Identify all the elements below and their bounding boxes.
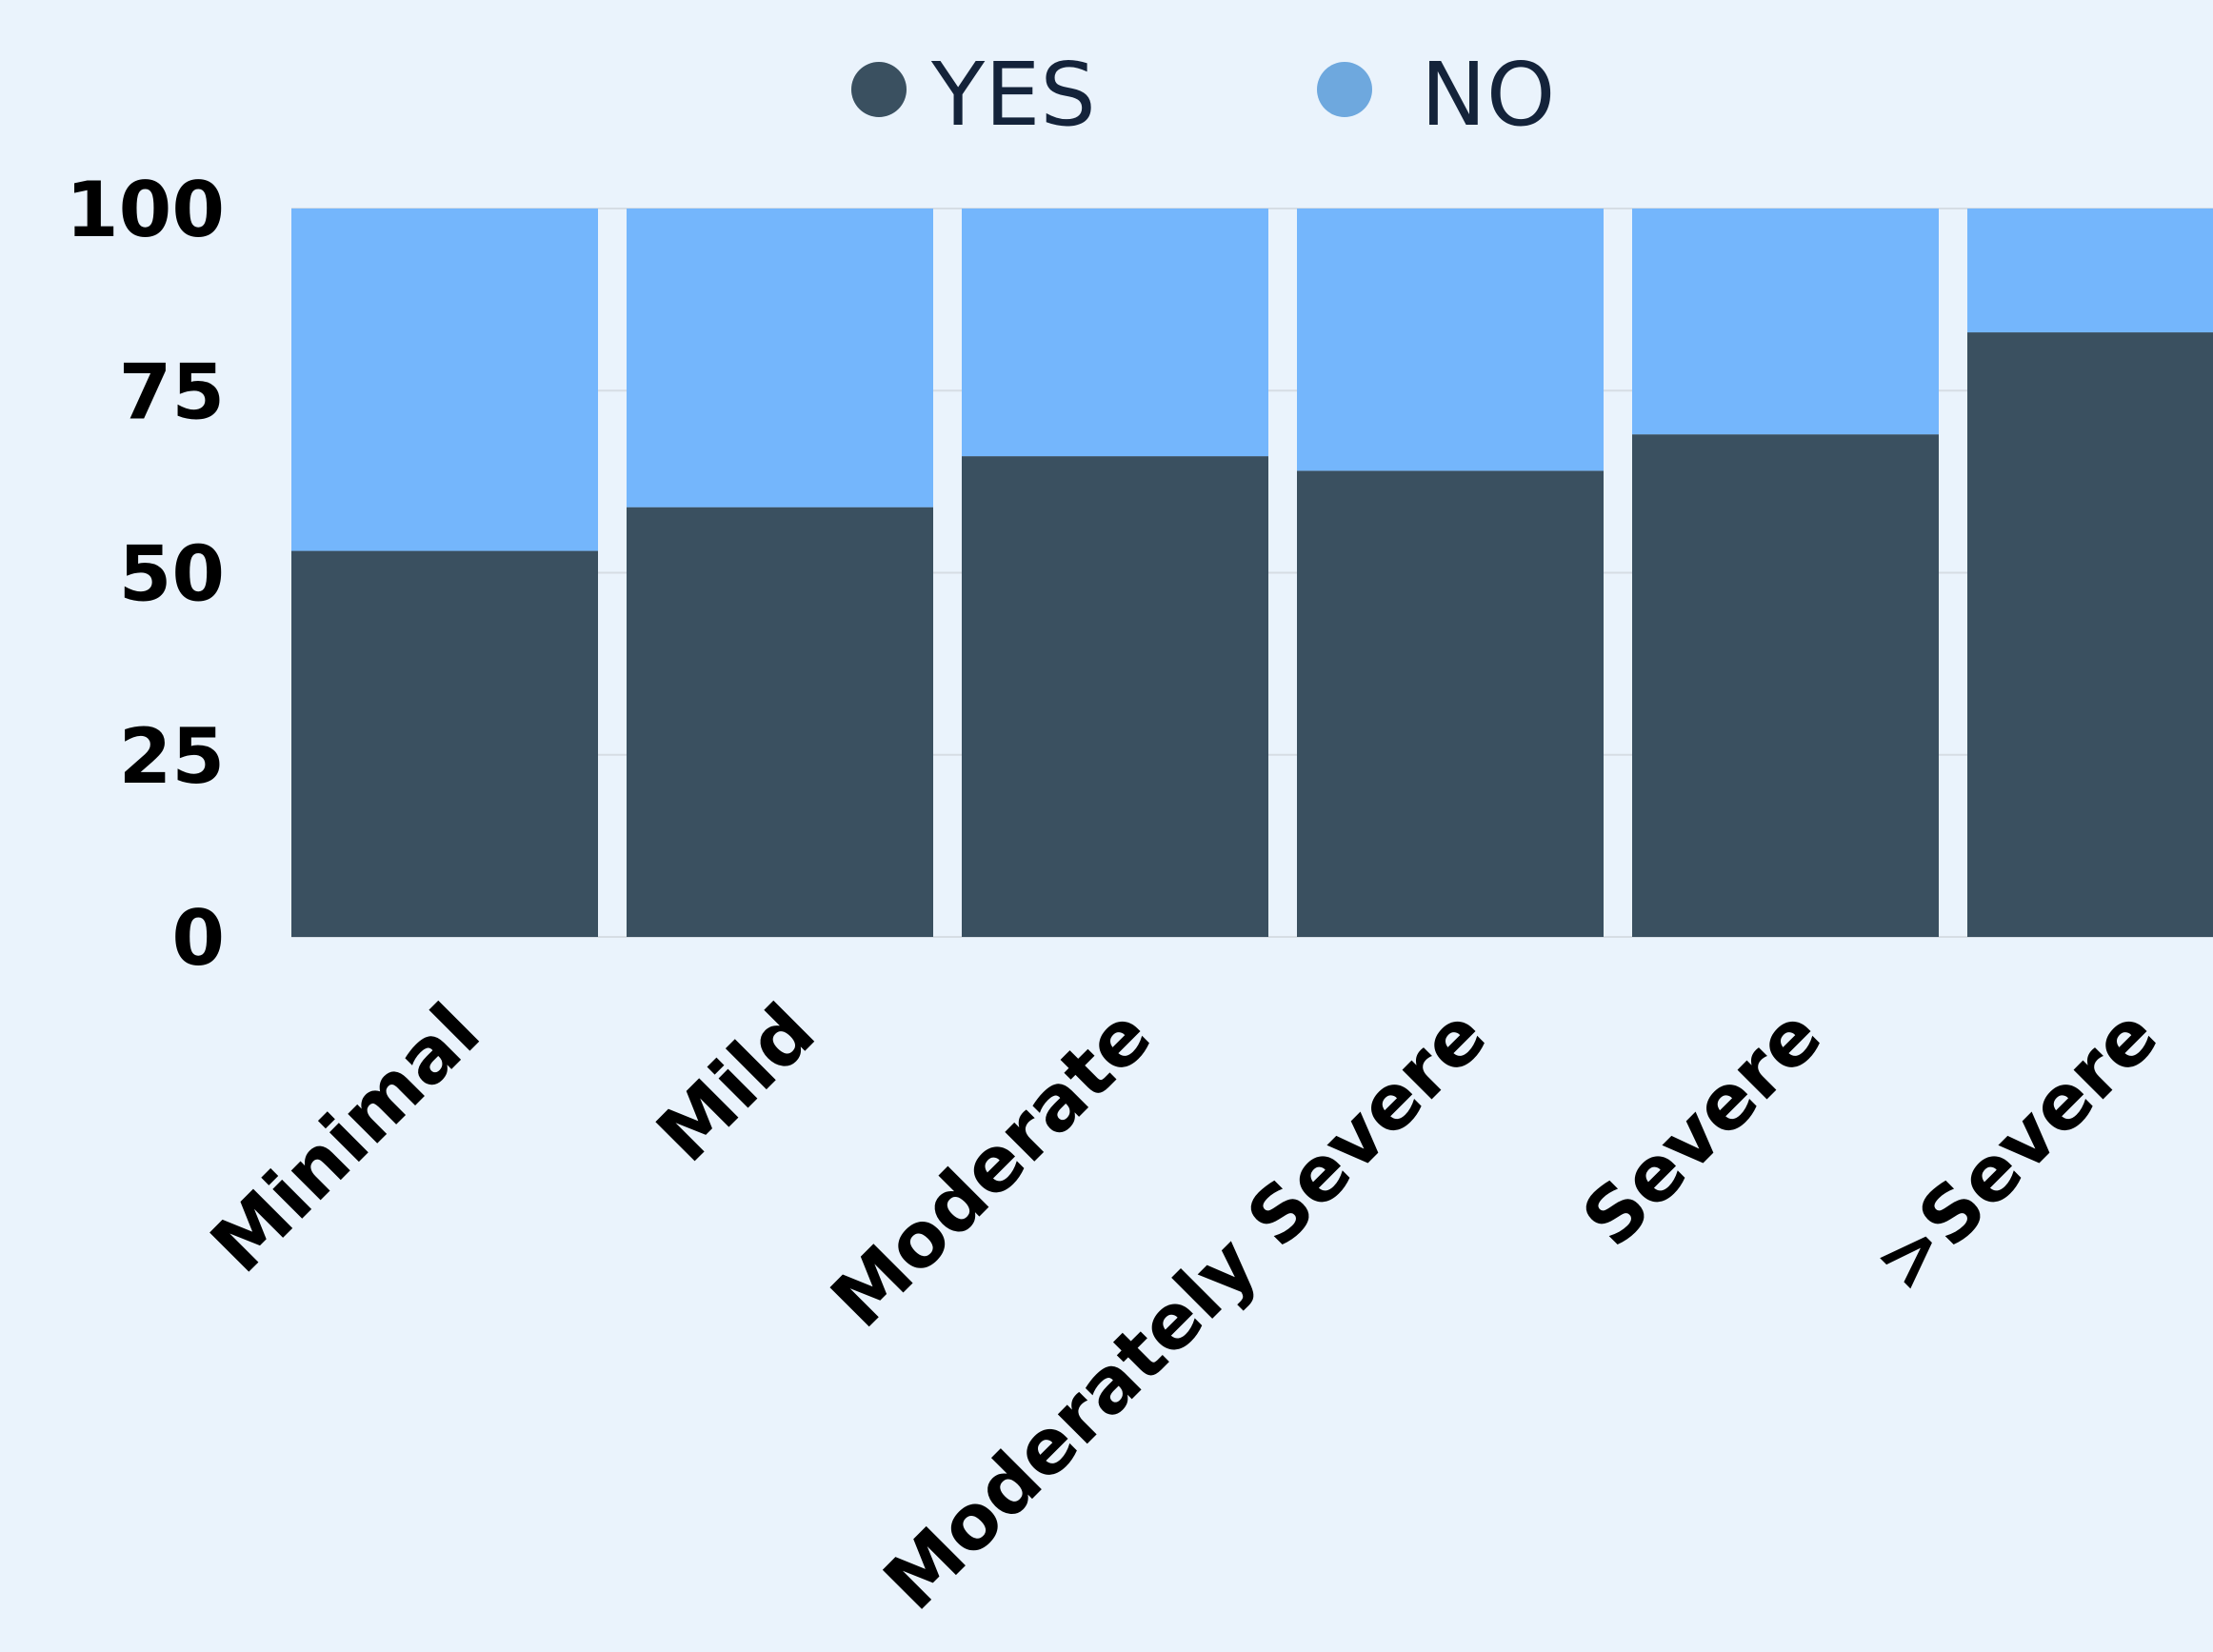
bar-no-0	[291, 209, 598, 551]
bar-yes-4	[1632, 434, 1939, 937]
legend-marker-yes	[851, 62, 907, 117]
y-tick-label: 100	[66, 166, 225, 254]
x-tick-label: Moderate	[814, 991, 1167, 1344]
bar-no-5	[1967, 209, 2213, 333]
y-tick-label: 75	[119, 348, 225, 436]
bar-no-4	[1632, 209, 1939, 435]
x-tick-label: >Severe	[1857, 991, 2175, 1309]
bar-yes-0	[291, 550, 598, 937]
y-tick-label: 25	[119, 712, 225, 801]
bar-no-3	[1297, 209, 1604, 471]
legend-marker-no	[1317, 62, 1372, 117]
legend-label-no: NO	[1421, 44, 1555, 146]
legend: YES NO	[851, 44, 1555, 146]
bar-yes-3	[1297, 470, 1604, 937]
x-tick-label: Moderately Severe	[867, 991, 1504, 1627]
y-axis: 0 25 50 75 100	[66, 166, 225, 983]
x-tick-label: Severe	[1565, 991, 1838, 1264]
bar-yes-5	[1967, 332, 2213, 937]
bar-yes-2	[962, 456, 1268, 937]
y-tick-label: 0	[171, 894, 225, 983]
x-tick-label: Mild	[640, 987, 831, 1179]
bars-layer	[291, 209, 2213, 937]
bar-no-1	[627, 209, 933, 508]
bar-no-2	[962, 209, 1268, 457]
x-tick-label: Minimal	[194, 987, 497, 1290]
y-tick-label: 50	[119, 530, 225, 619]
legend-label-yes: YES	[930, 44, 1096, 146]
bar-yes-1	[627, 507, 933, 937]
